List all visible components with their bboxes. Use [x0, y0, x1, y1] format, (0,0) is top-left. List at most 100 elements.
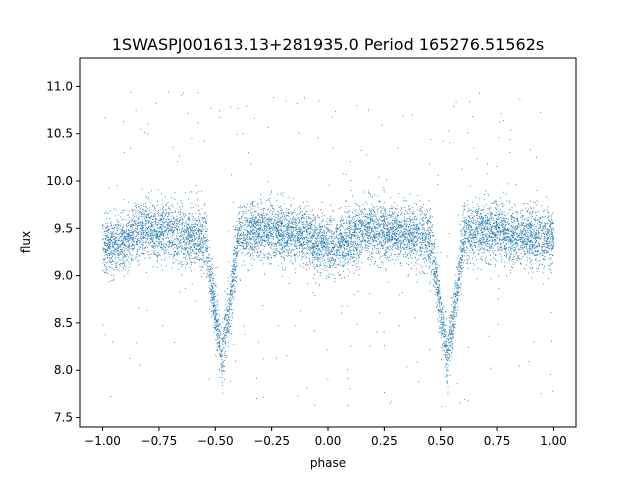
data-point	[142, 210, 144, 212]
data-point	[453, 302, 455, 304]
data-point	[116, 249, 118, 251]
data-point	[438, 279, 440, 281]
data-point	[541, 244, 543, 245]
data-point	[347, 369, 349, 371]
data-point	[366, 231, 368, 233]
data-point	[135, 221, 137, 223]
data-point	[443, 329, 444, 331]
data-point	[416, 231, 418, 233]
data-point	[503, 214, 505, 216]
data-point	[121, 239, 123, 241]
data-point	[290, 205, 292, 207]
data-point	[169, 225, 171, 227]
data-point	[161, 234, 163, 235]
data-point	[525, 240, 527, 242]
data-point	[230, 325, 232, 327]
data-point	[484, 228, 485, 230]
data-point	[520, 229, 522, 231]
data-point	[410, 233, 412, 235]
data-point	[211, 285, 213, 287]
data-point	[122, 258, 124, 260]
data-point	[353, 240, 354, 242]
data-point	[289, 233, 291, 234]
data-point	[147, 235, 149, 237]
data-point	[328, 224, 330, 226]
data-point	[426, 272, 428, 274]
data-point	[376, 227, 378, 229]
data-point	[117, 247, 119, 249]
data-point	[425, 217, 426, 219]
data-point	[487, 223, 488, 225]
data-point	[145, 215, 147, 217]
data-point	[481, 213, 483, 215]
data-point	[461, 262, 463, 264]
data-point	[123, 268, 125, 270]
data-point	[466, 223, 468, 225]
data-point	[356, 247, 358, 249]
data-point	[186, 220, 188, 222]
data-point	[148, 222, 149, 224]
data-point	[128, 238, 130, 240]
data-point	[346, 220, 347, 222]
data-point	[498, 287, 500, 289]
data-point	[385, 228, 387, 229]
data-point	[543, 251, 545, 253]
data-point	[289, 248, 290, 250]
data-point	[336, 244, 338, 246]
data-point	[401, 235, 403, 237]
data-point	[471, 229, 473, 230]
data-point	[381, 221, 383, 223]
data-point	[474, 247, 476, 248]
data-point	[236, 225, 238, 227]
data-point	[547, 229, 549, 231]
data-point	[187, 235, 189, 237]
data-point	[159, 255, 161, 257]
data-point	[118, 255, 120, 256]
data-point	[511, 231, 513, 233]
data-point	[349, 237, 351, 239]
data-point	[478, 227, 480, 229]
data-point	[124, 152, 125, 154]
data-point	[102, 248, 104, 250]
data-point	[133, 247, 135, 249]
data-point	[539, 255, 541, 257]
data-point	[132, 240, 134, 242]
data-point	[400, 265, 402, 266]
data-point	[357, 215, 359, 217]
data-point	[552, 229, 554, 231]
data-point	[444, 376, 446, 378]
data-point	[204, 212, 206, 214]
data-point	[413, 240, 415, 242]
data-point	[256, 241, 257, 243]
data-point	[170, 229, 171, 231]
data-point	[399, 242, 401, 244]
data-point	[253, 219, 255, 220]
data-point	[508, 230, 510, 232]
data-point	[104, 241, 106, 243]
data-point	[124, 260, 126, 262]
data-point	[315, 254, 317, 256]
data-point	[251, 249, 253, 251]
data-point	[116, 262, 118, 264]
data-point	[509, 240, 511, 242]
data-point	[108, 253, 110, 255]
data-point	[148, 216, 150, 218]
data-point	[367, 241, 369, 242]
data-point	[265, 225, 267, 227]
data-point	[320, 231, 322, 233]
data-point	[233, 249, 234, 251]
data-point	[335, 243, 336, 245]
data-point	[336, 252, 338, 253]
data-point	[401, 242, 403, 243]
data-point	[121, 232, 123, 234]
data-point	[413, 253, 415, 254]
data-point	[403, 218, 405, 220]
data-point	[412, 206, 414, 208]
data-point	[212, 282, 214, 284]
data-point	[458, 248, 460, 250]
data-point	[431, 225, 433, 227]
data-point	[464, 240, 466, 242]
data-point	[370, 231, 372, 233]
data-point	[358, 220, 359, 222]
data-point	[217, 321, 219, 322]
